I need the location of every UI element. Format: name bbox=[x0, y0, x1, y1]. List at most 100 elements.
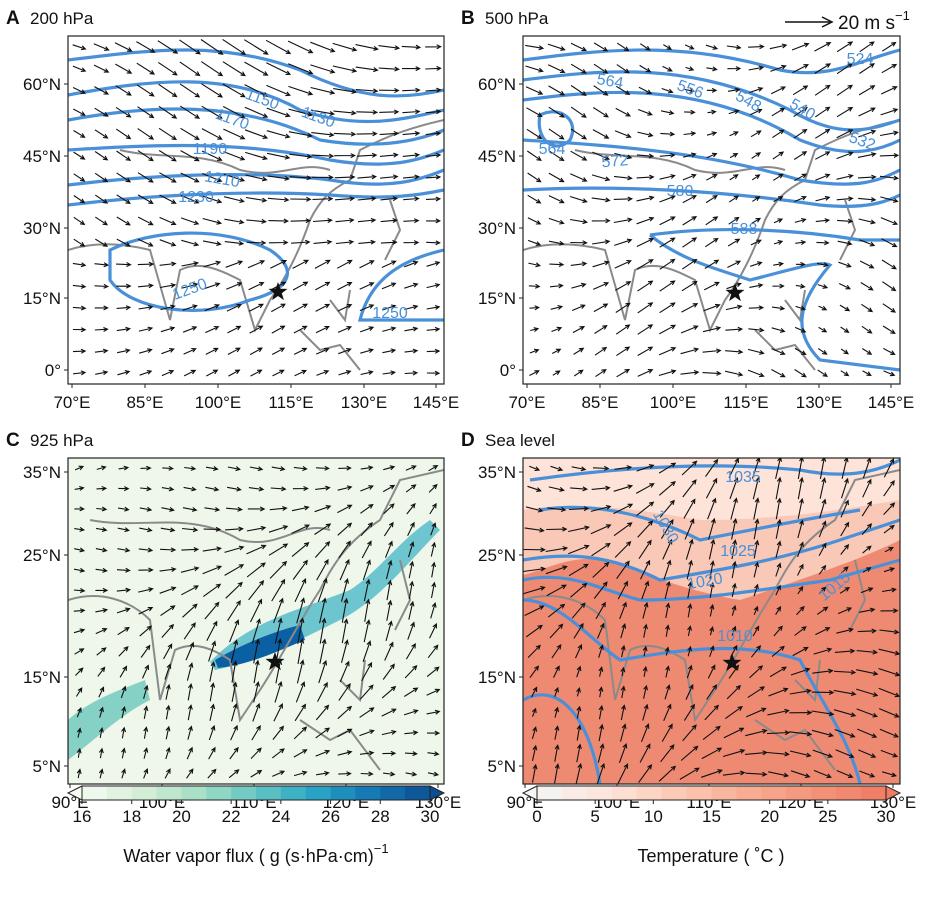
wind-arrow bbox=[74, 526, 86, 532]
wind-arrow bbox=[638, 108, 653, 116]
colorbar-tick-label: 20 bbox=[172, 807, 191, 826]
wind-arrow bbox=[272, 770, 286, 777]
wind-arrow bbox=[94, 129, 109, 139]
wind-arrow bbox=[722, 749, 746, 758]
wind-arrow bbox=[659, 195, 676, 203]
x-tick-label: 145°E bbox=[868, 393, 915, 412]
wind-arrow bbox=[318, 659, 328, 684]
wind-arrow bbox=[293, 303, 309, 312]
wind-arrow bbox=[750, 645, 762, 658]
wind-arrow bbox=[750, 239, 762, 246]
wind-arrow bbox=[613, 484, 634, 492]
wind-arrow bbox=[547, 603, 566, 618]
wind-arrow bbox=[206, 620, 218, 641]
wind-arrow bbox=[403, 240, 420, 246]
wind-arrow bbox=[659, 174, 676, 180]
wind-arrow bbox=[861, 523, 873, 535]
colorbar-segment bbox=[131, 786, 158, 800]
wind-arrow bbox=[314, 523, 332, 535]
wind-arrow bbox=[159, 282, 177, 289]
wind-arrow bbox=[182, 507, 198, 512]
wind-arrow bbox=[707, 109, 717, 115]
wind-arrow bbox=[637, 520, 654, 538]
wind-arrow bbox=[793, 106, 808, 118]
wind-arrow bbox=[705, 216, 719, 226]
wind-arrow bbox=[407, 541, 415, 558]
wind-arrow bbox=[403, 709, 419, 716]
wind-arrow bbox=[162, 465, 174, 471]
wind-arrow bbox=[659, 237, 676, 248]
wind-arrow bbox=[362, 559, 371, 580]
wind-arrow bbox=[659, 216, 676, 226]
wind-arrow bbox=[266, 152, 291, 160]
wind-arrow bbox=[223, 151, 246, 161]
wind-arrow bbox=[337, 304, 353, 312]
wind-arrow bbox=[208, 746, 216, 760]
wind-arrow bbox=[158, 105, 178, 119]
wind-arrow bbox=[550, 304, 564, 310]
wind-arrow bbox=[548, 195, 565, 204]
wind-arrow bbox=[231, 681, 238, 703]
wind-arrow bbox=[858, 129, 877, 138]
wind-arrow bbox=[775, 458, 783, 480]
wind-arrow bbox=[642, 645, 648, 657]
panel-title: 200 hPa bbox=[30, 9, 94, 28]
wind-arrow bbox=[426, 688, 441, 696]
wind-arrow bbox=[859, 260, 875, 269]
wind-arrow bbox=[73, 608, 86, 614]
wind-arrow bbox=[840, 499, 849, 518]
wind-arrow bbox=[95, 547, 108, 553]
wind-arrow bbox=[382, 750, 397, 756]
wind-arrow bbox=[253, 638, 261, 664]
wind-arrow bbox=[686, 559, 694, 580]
wind-arrow bbox=[620, 704, 626, 721]
wind-arrow bbox=[181, 239, 200, 247]
coastlines bbox=[68, 119, 444, 371]
wind-arrow bbox=[684, 109, 696, 115]
wind-arrow bbox=[767, 751, 790, 757]
wind-arrow bbox=[121, 706, 127, 719]
wind-arrow bbox=[405, 465, 417, 471]
wind-arrow bbox=[94, 194, 109, 204]
wind-arrow bbox=[862, 348, 873, 355]
wind-arrow bbox=[880, 608, 899, 614]
wind-arrow bbox=[292, 259, 309, 269]
wind-scale-label: 20 m s−1 bbox=[838, 8, 910, 34]
wind-arrow bbox=[879, 152, 900, 158]
panel-letter: C bbox=[6, 430, 20, 451]
wind-arrow bbox=[289, 153, 313, 160]
wind-arrow bbox=[837, 240, 853, 246]
wind-arrow bbox=[680, 347, 700, 355]
wind-arrow bbox=[709, 645, 715, 657]
wind-arrow bbox=[554, 763, 560, 784]
wind-arrow bbox=[637, 131, 654, 138]
wind-arrow bbox=[527, 194, 542, 204]
contour-label: 1130 bbox=[299, 104, 337, 132]
wind-arrow bbox=[405, 484, 417, 493]
wind-arrow bbox=[570, 150, 588, 161]
wind-arrow bbox=[701, 747, 723, 760]
contour-label: 1010 bbox=[717, 628, 753, 645]
wind-arrow bbox=[772, 129, 785, 139]
wind-arrow bbox=[570, 218, 588, 225]
wind-arrow bbox=[339, 558, 350, 581]
wind-arrow bbox=[425, 44, 442, 50]
wind-arrow bbox=[660, 110, 675, 116]
wind-arrow bbox=[294, 369, 308, 377]
wind-arrow bbox=[836, 173, 854, 180]
wind-arrow bbox=[116, 216, 131, 226]
wind-arrow bbox=[114, 42, 133, 52]
wind-arrow bbox=[94, 305, 109, 311]
wind-arrow bbox=[702, 348, 722, 354]
wind-arrow bbox=[682, 195, 697, 204]
wind-arrow bbox=[404, 304, 419, 311]
wind-arrow bbox=[859, 239, 876, 247]
wind-arrow bbox=[747, 348, 765, 355]
wind-arrow bbox=[570, 106, 587, 118]
wind-arrow bbox=[201, 105, 223, 119]
wind-arrows bbox=[73, 464, 441, 779]
panel-title: 500 hPa bbox=[485, 9, 549, 28]
wind-arrow bbox=[356, 152, 378, 158]
wind-arrow bbox=[771, 348, 786, 355]
colorbar-tick-label: 24 bbox=[271, 807, 290, 826]
